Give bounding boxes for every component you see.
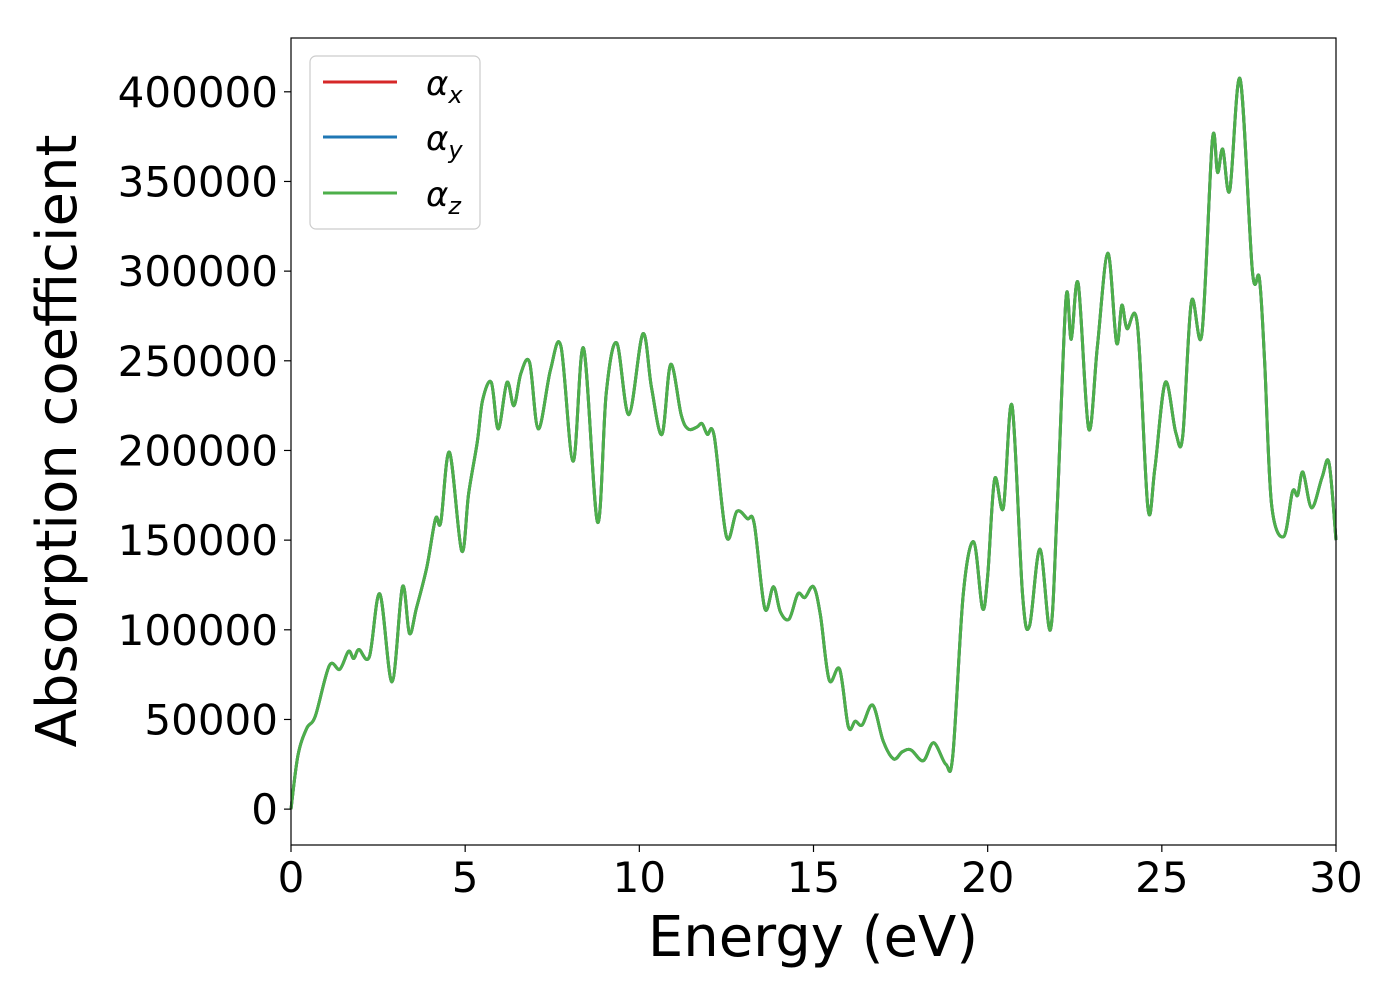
y-tick-label: 50000 (144, 695, 278, 744)
y-tick-label: 300000 (118, 247, 278, 296)
y-axis-ticks: 0 50000 100000 150000 200000 250000 300000 3500… (118, 68, 291, 834)
y-tick-label: 250000 (118, 337, 278, 386)
y-axis-label: Absorption coefficient (25, 135, 90, 748)
legend-label-x: αx (426, 64, 463, 109)
x-tick-label: 5 (452, 853, 479, 902)
y-tick-label: 400000 (118, 68, 278, 117)
x-axis-label: Energy (eV) (648, 905, 978, 970)
y-tick-label: 350000 (118, 157, 278, 206)
y-tick-label: 200000 (118, 426, 278, 475)
x-tick-label: 10 (613, 853, 666, 902)
x-tick-label: 20 (961, 853, 1014, 902)
legend-label-z: αz (426, 175, 462, 220)
series-line-alpha-z (289, 76, 1338, 810)
y-tick-label: 150000 (118, 516, 278, 565)
x-tick-label: 0 (278, 853, 305, 902)
x-tick-label: 15 (787, 853, 840, 902)
x-axis-ticks: 0 5 10 15 20 25 30 (278, 845, 1363, 902)
y-tick-label: 0 (251, 785, 278, 834)
y-tick-label: 100000 (118, 606, 278, 655)
series-layer (289, 76, 1338, 810)
x-tick-label: 25 (1135, 853, 1188, 902)
legend-label-y: αy (426, 119, 463, 164)
legend-box (309, 55, 481, 230)
legend: αx αy αz (309, 55, 481, 230)
x-tick-label: 30 (1309, 853, 1362, 902)
